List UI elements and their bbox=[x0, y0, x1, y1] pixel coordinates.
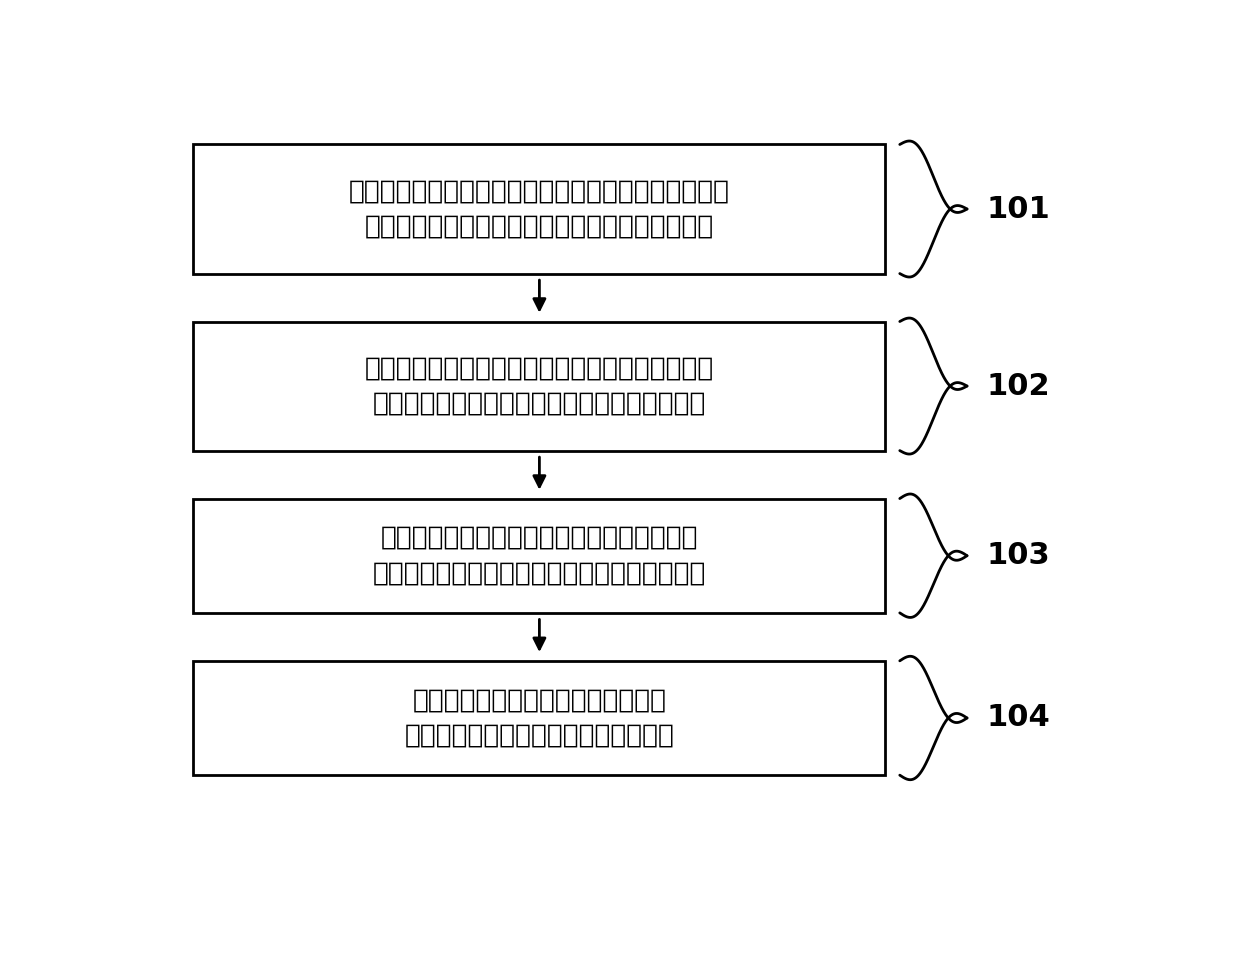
Text: 根据所述电压矢量表选择电压矢量，: 根据所述电压矢量表选择电压矢量， bbox=[413, 687, 666, 714]
Text: 给定得到的差值以及当前电网电压矢量所在扇区: 给定得到的差值以及当前电网电压矢量所在扇区 bbox=[373, 560, 706, 586]
Text: 101: 101 bbox=[986, 194, 1050, 223]
Text: 104: 104 bbox=[986, 703, 1050, 733]
Text: 计算得到当前时刻的瞬时有功功率和新型无功功率: 计算得到当前时刻的瞬时有功功率和新型无功功率 bbox=[365, 214, 714, 240]
Bar bbox=[193, 661, 885, 775]
Text: 通过分析得到基于新型无功功率定义的电压不平衡: 通过分析得到基于新型无功功率定义的电压不平衡 bbox=[365, 355, 714, 381]
Text: 根据采样电网电压和电网电流以及电网电压延迟信号，: 根据采样电网电压和电网电流以及电网电压延迟信号， bbox=[348, 178, 730, 204]
Text: 由瞬时有功功率、新型无功功率和相应的功率: 由瞬时有功功率、新型无功功率和相应的功率 bbox=[381, 525, 698, 551]
Bar bbox=[193, 145, 885, 274]
Text: 得到相应的驱动信号对开关管进行驱动: 得到相应的驱动信号对开关管进行驱动 bbox=[404, 722, 675, 749]
Text: 下的能够同时控制有功和新型无功的电压矢量表: 下的能够同时控制有功和新型无功的电压矢量表 bbox=[373, 391, 706, 417]
Bar bbox=[193, 498, 885, 613]
Bar bbox=[193, 322, 885, 450]
Text: 103: 103 bbox=[986, 541, 1050, 570]
Text: 102: 102 bbox=[986, 372, 1050, 400]
